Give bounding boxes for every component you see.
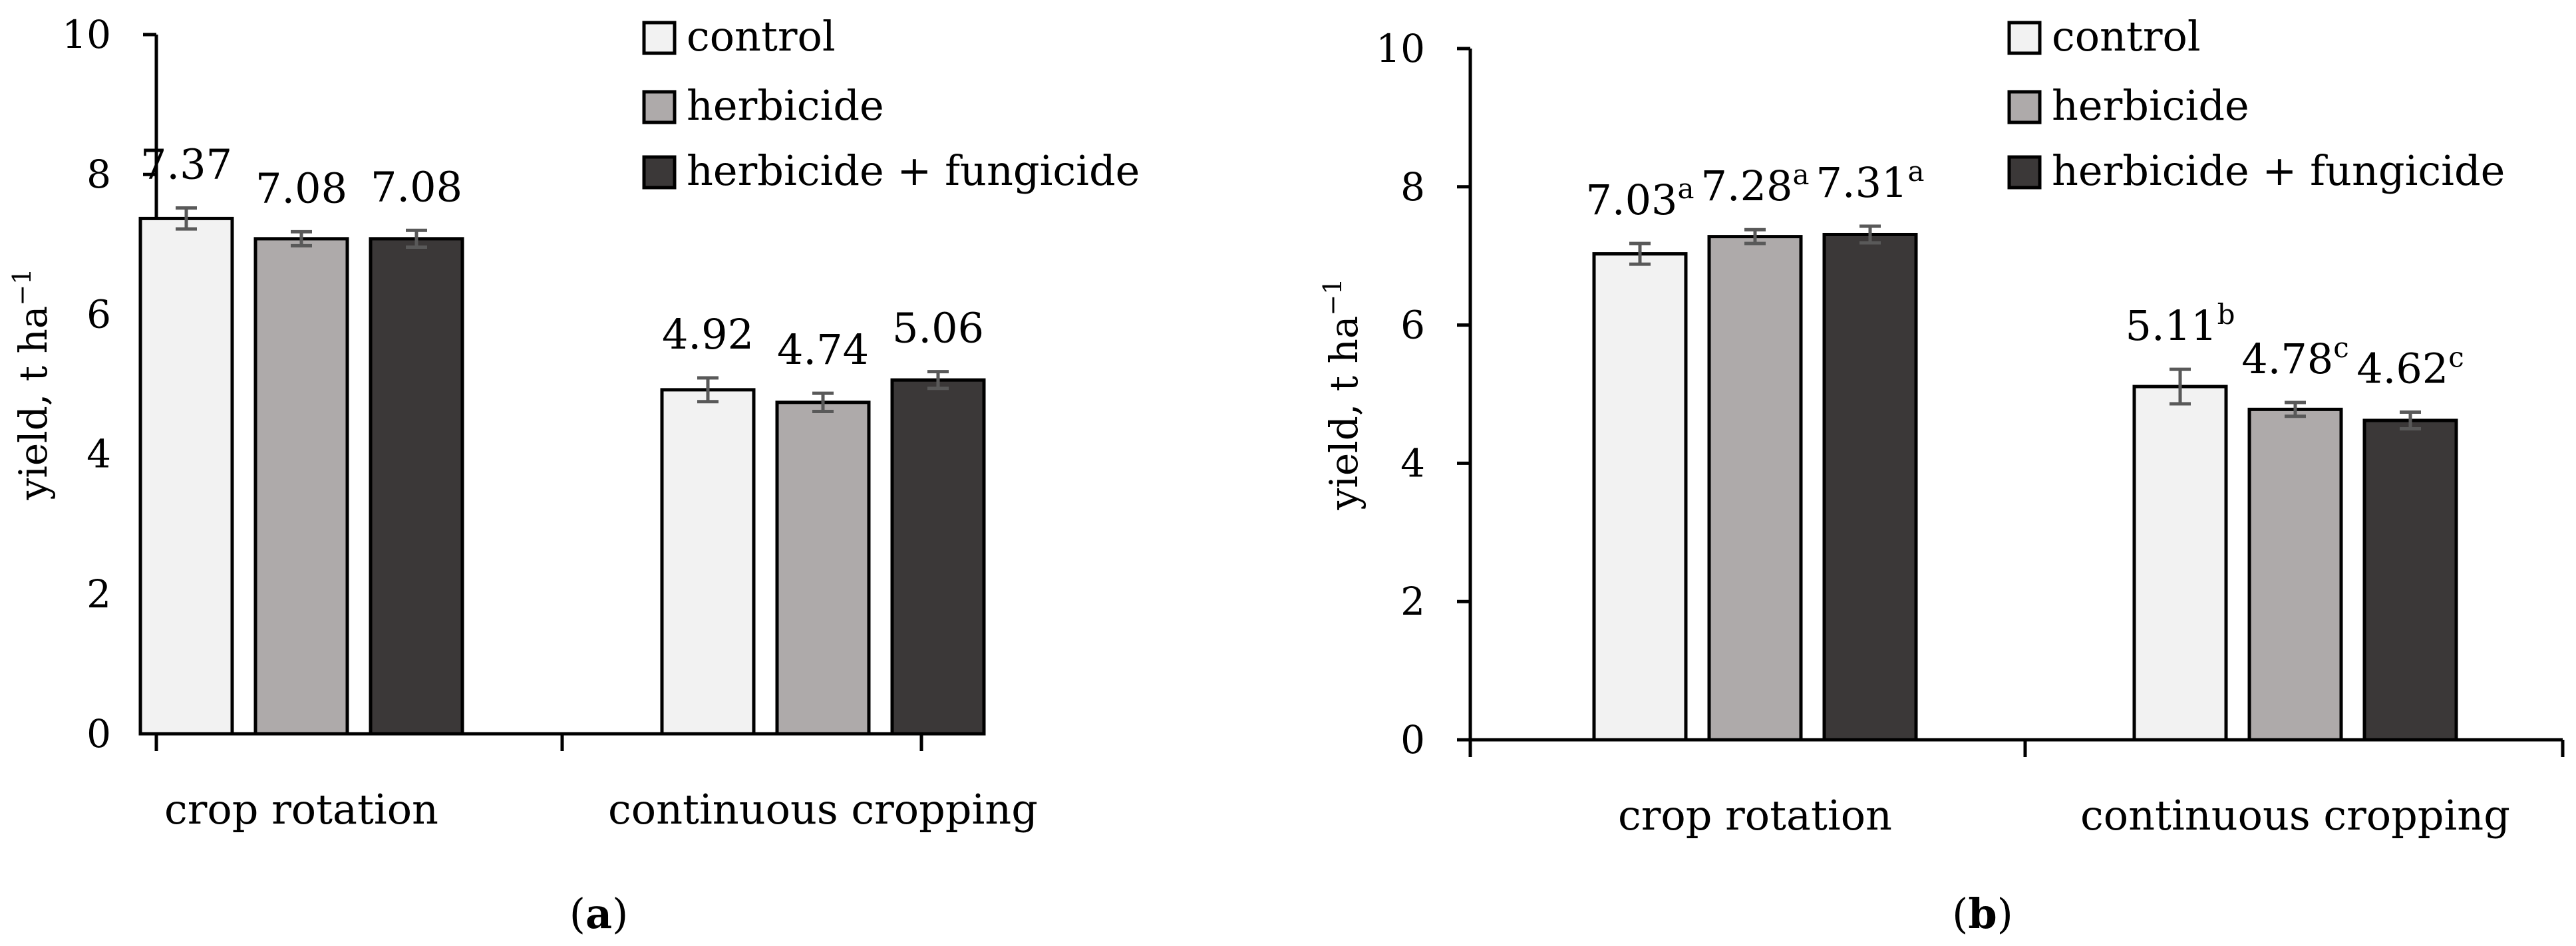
legend-swatch bbox=[2007, 90, 2042, 124]
y-tick-label: 0 bbox=[86, 711, 111, 756]
bar-control bbox=[1592, 252, 1688, 742]
x-tick-label: crop rotation bbox=[1618, 791, 1892, 840]
data-label: 5.11b bbox=[2126, 298, 2235, 350]
y-tick-label: 8 bbox=[86, 152, 111, 197]
y-tick-label: 0 bbox=[1400, 717, 1425, 762]
chart-panel-a: 0 2 4 6 8 10 crop rotation continuous cropping y… bbox=[7, 12, 1140, 938]
y-tick-label: 6 bbox=[86, 291, 111, 337]
y-tick-label: 2 bbox=[1400, 579, 1425, 624]
bar-control bbox=[138, 216, 234, 736]
data-label: 7.08 bbox=[255, 164, 347, 212]
bar-herbicide-fungicide bbox=[369, 237, 464, 736]
legend-swatch bbox=[642, 155, 677, 190]
data-label: 5.06 bbox=[892, 304, 984, 353]
significance-letter: a bbox=[1908, 155, 1925, 188]
y-tick-label: 4 bbox=[1400, 440, 1425, 486]
significance-letter: a bbox=[1793, 158, 1810, 191]
y-tick-label: 8 bbox=[1400, 164, 1425, 210]
panel-letter: a bbox=[585, 889, 612, 938]
data-label: 7.37 bbox=[140, 140, 232, 189]
x-tick-label: continuous cropping bbox=[608, 785, 1038, 834]
legend-label: control bbox=[687, 12, 836, 61]
legend-label: herbicide + fungicide bbox=[687, 146, 1140, 195]
y-tick-label: 2 bbox=[86, 571, 111, 617]
data-label: 7.03a bbox=[1585, 172, 1694, 224]
significance-letter: c bbox=[2333, 331, 2349, 364]
legend-label: control bbox=[2052, 12, 2201, 61]
legend-swatch bbox=[642, 90, 677, 124]
data-label: 4.92 bbox=[662, 310, 754, 359]
legend-swatch bbox=[2007, 155, 2042, 190]
y-tick-label: 6 bbox=[1400, 303, 1425, 348]
y-tick-label: 4 bbox=[86, 432, 111, 477]
y-tick-label: 10 bbox=[1376, 26, 1425, 71]
data-label: 4.78c bbox=[2241, 331, 2349, 383]
bar-herbicide bbox=[2247, 407, 2343, 742]
bar-herbicide bbox=[253, 237, 349, 736]
x-tick-label: crop rotation bbox=[164, 785, 438, 834]
bar-herbicide bbox=[775, 400, 871, 736]
bar-herbicide-fungicide bbox=[2362, 418, 2458, 742]
legend-swatch bbox=[642, 21, 677, 55]
significance-letter: c bbox=[2448, 341, 2464, 374]
data-label: 7.28a bbox=[1700, 158, 1809, 210]
data-label: 4.74 bbox=[777, 325, 869, 374]
y-axis-label: yield, t ha−1 bbox=[7, 269, 56, 501]
data-label: 4.62c bbox=[2356, 341, 2464, 393]
x-tick-label: continuous cropping bbox=[2080, 791, 2510, 840]
legend-label: herbicide + fungicide bbox=[2052, 146, 2505, 195]
panel-letter: b bbox=[1968, 889, 1997, 938]
bar-herbicide-fungicide bbox=[1822, 232, 1918, 742]
bar-herbicide bbox=[1707, 235, 1803, 742]
y-axis-label-superscript: −1 bbox=[7, 269, 37, 306]
significance-letter: b bbox=[2217, 298, 2235, 331]
bar-control bbox=[660, 388, 756, 736]
y-axis-label-superscript: −1 bbox=[1318, 279, 1347, 316]
significance-letter: a bbox=[1678, 172, 1694, 205]
y-tick-label: 10 bbox=[62, 12, 111, 57]
panel-label: (b) bbox=[1952, 889, 2013, 938]
data-label: 7.08 bbox=[371, 162, 462, 211]
data-label: 7.31a bbox=[1816, 155, 1924, 207]
bar-control bbox=[2132, 385, 2228, 742]
legend-label: herbicide bbox=[2052, 81, 2249, 130]
panel-label: (a) bbox=[569, 889, 629, 938]
chart-panel-b: 0 2 4 6 8 10 crop rotation continuous cropping y… bbox=[1318, 12, 2565, 938]
legend-label: herbicide bbox=[687, 81, 884, 130]
legend-swatch bbox=[2007, 21, 2042, 55]
y-axis-label: yield, t ha−1 bbox=[1318, 279, 1367, 511]
bar-herbicide-fungicide bbox=[890, 378, 986, 736]
